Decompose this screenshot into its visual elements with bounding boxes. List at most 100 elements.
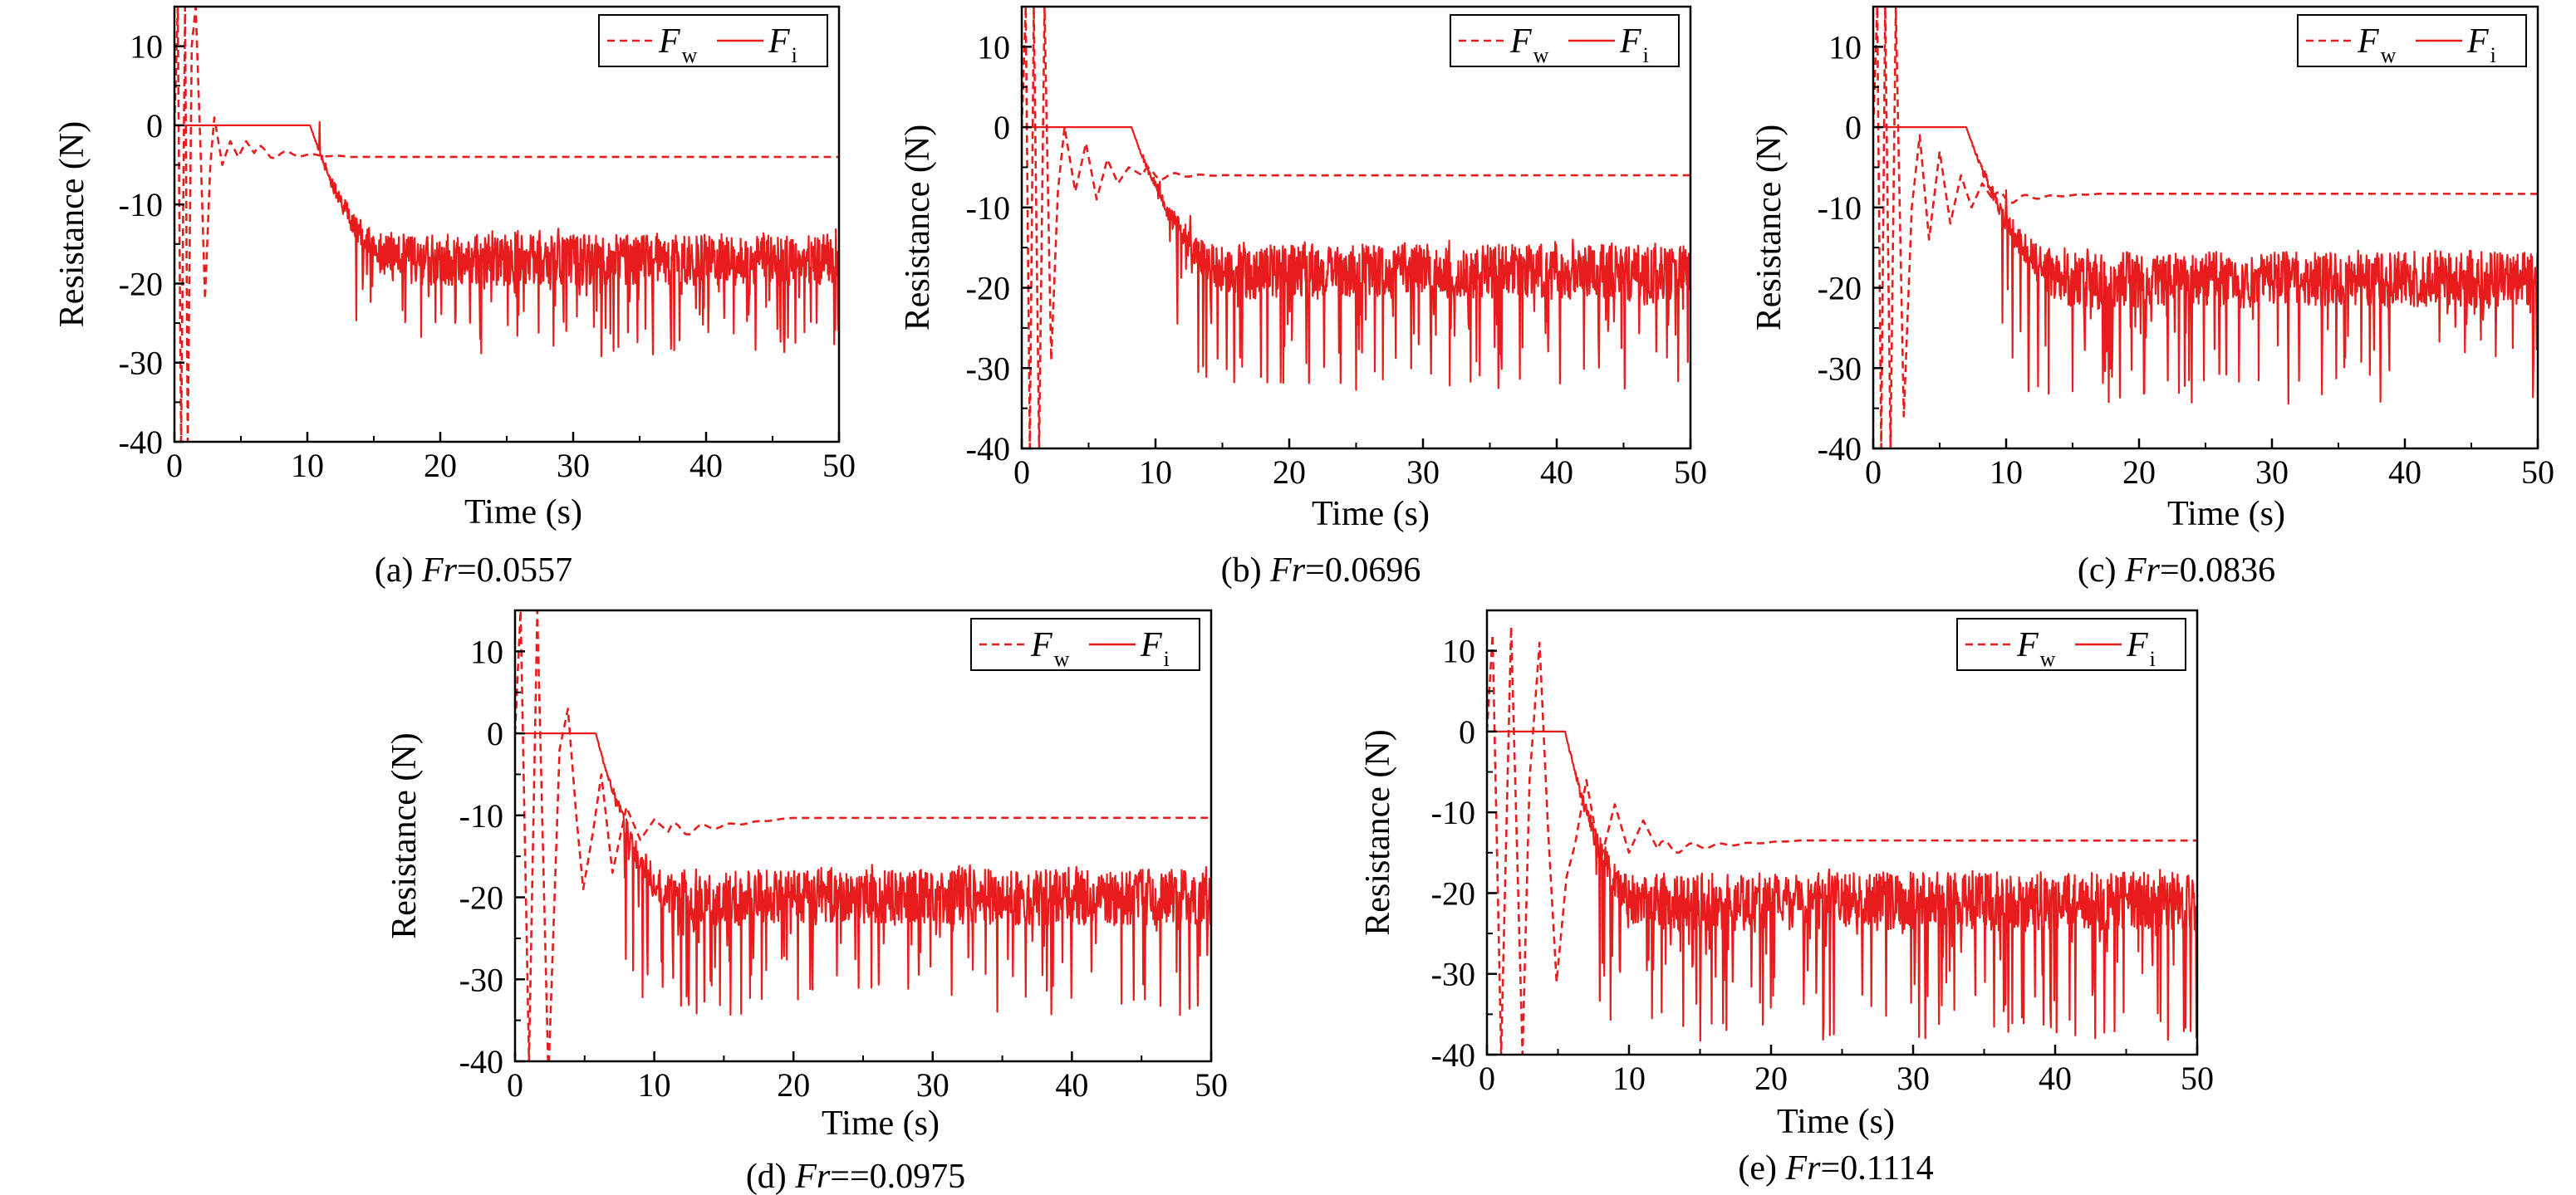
x-tick-label: 0 [1479,1060,1495,1097]
y-tick-label: 0 [146,107,163,144]
x-tick-label: 0 [1013,453,1030,491]
series-line-fi [1873,126,2538,405]
x-tick-label: 30 [1406,453,1440,491]
x-tick-label: 0 [166,447,183,484]
y-tick-label: -20 [119,265,163,302]
series-group [174,7,839,442]
x-tick-label: 20 [2122,453,2156,491]
x-tick-label: 50 [1674,453,1707,491]
legend: Fw Fi [598,14,828,67]
y-tick-label: -40 [459,1043,503,1080]
y-tick-label: -20 [1818,270,1862,307]
legend: Fw Fi [970,618,1200,671]
chart-panel-c: 0 10 20 30 40 50 -40 -30 -20 -10 0 10 Time (s) Resist… [1750,5,2554,590]
x-tick-label: 10 [1990,453,2023,491]
series-line-fi [1022,126,1690,391]
legend-entry: Fw [658,22,698,67]
x-tick-label: 40 [1540,453,1573,491]
series-group [515,610,1211,1061]
y-tick-label: 10 [977,28,1010,66]
series-line-fi [515,732,1211,1016]
series-line-fi [174,120,839,358]
legend: Fw Fi [2297,14,2527,67]
plot-frame [1872,5,2539,450]
y-axis-title: Resistance (N) [385,732,424,938]
legend-entry: Fw [1030,626,1070,671]
x-tick-label: 50 [2181,1060,2214,1097]
panel-caption: (c) Fr=0.0836 [2078,551,2275,590]
y-tick-label: 0 [1459,713,1475,751]
x-tick-label: 40 [1055,1066,1088,1104]
x-tick-label: 20 [424,447,457,484]
series-line-fi [1487,730,2197,1042]
x-axis-title: Time (s) [822,1104,940,1143]
y-tick-label: -20 [966,270,1010,307]
legend-entry: Fi [1140,626,1170,671]
x-tick-label: 40 [2039,1060,2072,1097]
x-tick-label: 0 [507,1066,523,1104]
x-axis-title: Time (s) [1312,495,1430,533]
y-tick-label: -30 [1431,956,1475,993]
chart-panel-d: 0 10 20 30 40 50 -40 -30 -20 -10 0 10 Time (s) Resist… [385,609,1228,1195]
y-tick-label: -10 [966,189,1010,227]
y-tick-label: -40 [1431,1036,1475,1074]
y-tick-label: -40 [1818,430,1862,468]
y-tick-label: 0 [487,715,503,752]
series-line-fw [515,610,1211,1061]
legend: Fw Fi [1956,618,2186,671]
y-tick-label: 10 [470,633,503,670]
legend-entry: Fi [1619,22,1649,67]
legend-entry: Fi [768,22,797,67]
legend-entry: Fw [2016,626,2056,671]
plot-frame [173,5,841,443]
x-tick-label: 30 [916,1066,949,1104]
series-line-fw [1873,7,2538,448]
legend-entry: Fi [2126,626,2156,671]
y-tick-label: 0 [994,109,1010,146]
x-tick-label: 10 [291,447,324,484]
x-tick-label: 30 [2255,453,2289,491]
y-tick-label: 10 [130,28,163,66]
x-tick-label: 50 [822,447,856,484]
y-tick-label: -40 [966,430,1010,468]
x-tick-label: 20 [1754,1060,1788,1097]
y-axis-title: Resistance (N) [1359,729,1397,935]
y-tick-label: -20 [459,879,503,917]
y-tick-label: -10 [1818,189,1862,227]
y-tick-label: -30 [966,350,1010,387]
y-tick-label: -30 [459,961,503,998]
x-tick-label: 50 [2521,453,2554,491]
series-line-fw [1022,7,1690,448]
panel-caption: (d) Fr==0.0975 [746,1158,965,1195]
y-tick-label: 10 [1828,28,1862,66]
x-tick-label: 20 [777,1066,810,1104]
x-axis-title: Time (s) [1777,1103,1895,1141]
y-tick-label: -30 [1818,350,1862,387]
series-line-fw [1487,625,2197,1055]
x-tick-label: 10 [1139,453,1172,491]
legend-entry: Fw [1509,22,1549,67]
x-tick-label: 20 [1273,453,1306,491]
x-tick-label: 10 [638,1066,671,1104]
x-tick-label: 40 [2388,453,2421,491]
x-tick-label: 40 [689,447,723,484]
y-axis-title: Resistance (N) [899,125,937,331]
panel-caption: (b) Fr=0.0696 [1221,551,1421,590]
y-axis-title: Resistance (N) [53,121,91,327]
series-group [1022,7,1690,448]
x-tick-label: 0 [1865,453,1882,491]
legend-entry: Fw [2357,22,2397,67]
chart-panel-e: 0 10 20 30 40 50 -40 -30 -20 -10 0 10 Time (s) Resist… [1359,609,2214,1188]
x-axis-title: Time (s) [2167,495,2285,533]
y-tick-label: -30 [119,345,163,382]
y-tick-label: 0 [1845,109,1862,146]
x-tick-label: 10 [1612,1060,1646,1097]
x-tick-label: 30 [557,447,590,484]
x-tick-label: 30 [1896,1060,1930,1097]
series-line-fw [174,7,839,442]
chart-panel-b: 0 10 20 30 40 50 -40 -30 -20 -10 0 10 Time (s) Resist… [899,5,1707,590]
y-tick-label: -40 [119,424,163,461]
panel-caption: (a) Fr=0.0557 [375,551,572,590]
y-tick-label: -10 [459,797,503,835]
